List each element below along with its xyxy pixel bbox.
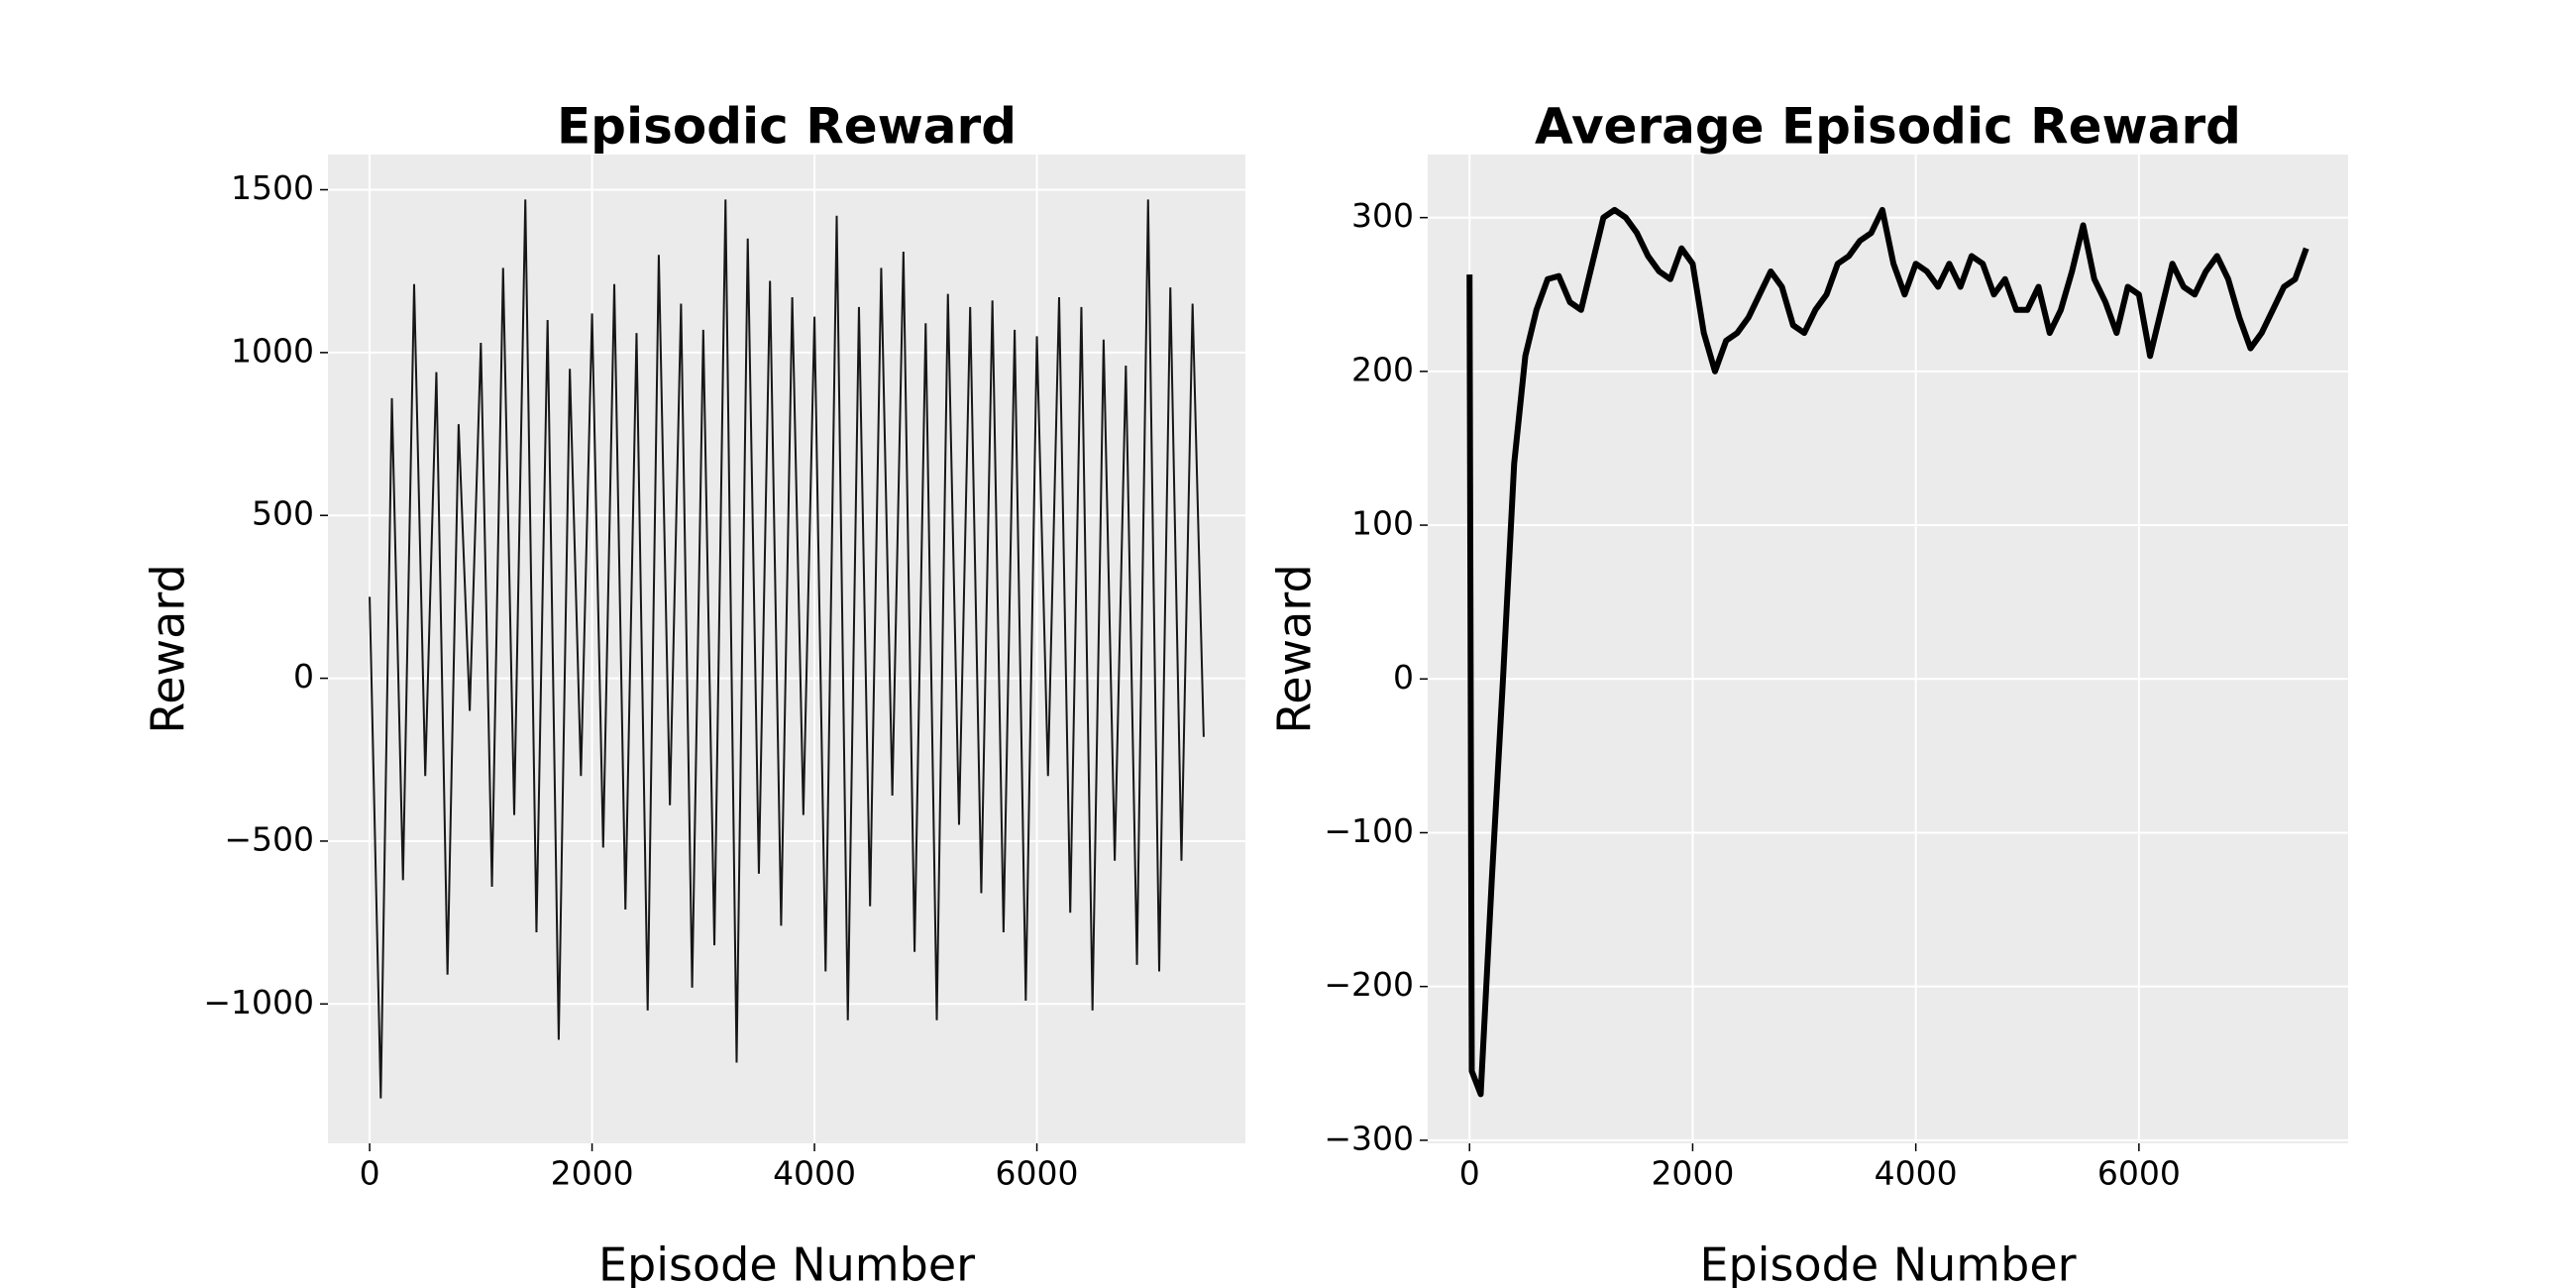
data-line [1466,206,2309,1098]
y-axis-label: Reward [1268,564,1322,733]
chart-title: Episodic Reward [557,98,1017,156]
y-tick-label: −500 [224,819,314,858]
y-tick-label: 500 [252,494,314,533]
y-tick-label: −100 [1324,811,1414,850]
x-tick-label: 2000 [551,1154,634,1193]
y-tick-label: 200 [1351,350,1414,388]
x-tick-label: 6000 [2097,1154,2181,1193]
y-tick-label: 300 [1351,196,1414,235]
y-axis-label: Reward [142,564,195,733]
data-line [369,199,1205,1099]
x-tick-label: 4000 [773,1154,856,1193]
y-tick-label: −300 [1324,1119,1414,1157]
y-tick-label: 100 [1351,504,1414,543]
y-tick-label: −1000 [203,983,314,1021]
x-axis-label: Episode Number [598,1238,975,1288]
x-tick-label: 4000 [1875,1154,1958,1193]
x-tick-label: 0 [1459,1154,1480,1193]
chart-title: Average Episodic Reward [1535,98,2241,156]
x-axis-label: Episode Number [1699,1238,2076,1288]
plot-area [1428,155,2348,1143]
x-tick-label: 0 [360,1154,380,1193]
x-tick-label: 6000 [996,1154,1079,1193]
y-tick-label: −200 [1324,965,1414,1004]
y-tick-label: 1000 [231,331,314,370]
y-tick-label: 0 [293,657,314,696]
x-tick-label: 2000 [1651,1154,1734,1193]
y-tick-label: 0 [1393,658,1414,697]
y-tick-label: 1500 [231,168,314,207]
